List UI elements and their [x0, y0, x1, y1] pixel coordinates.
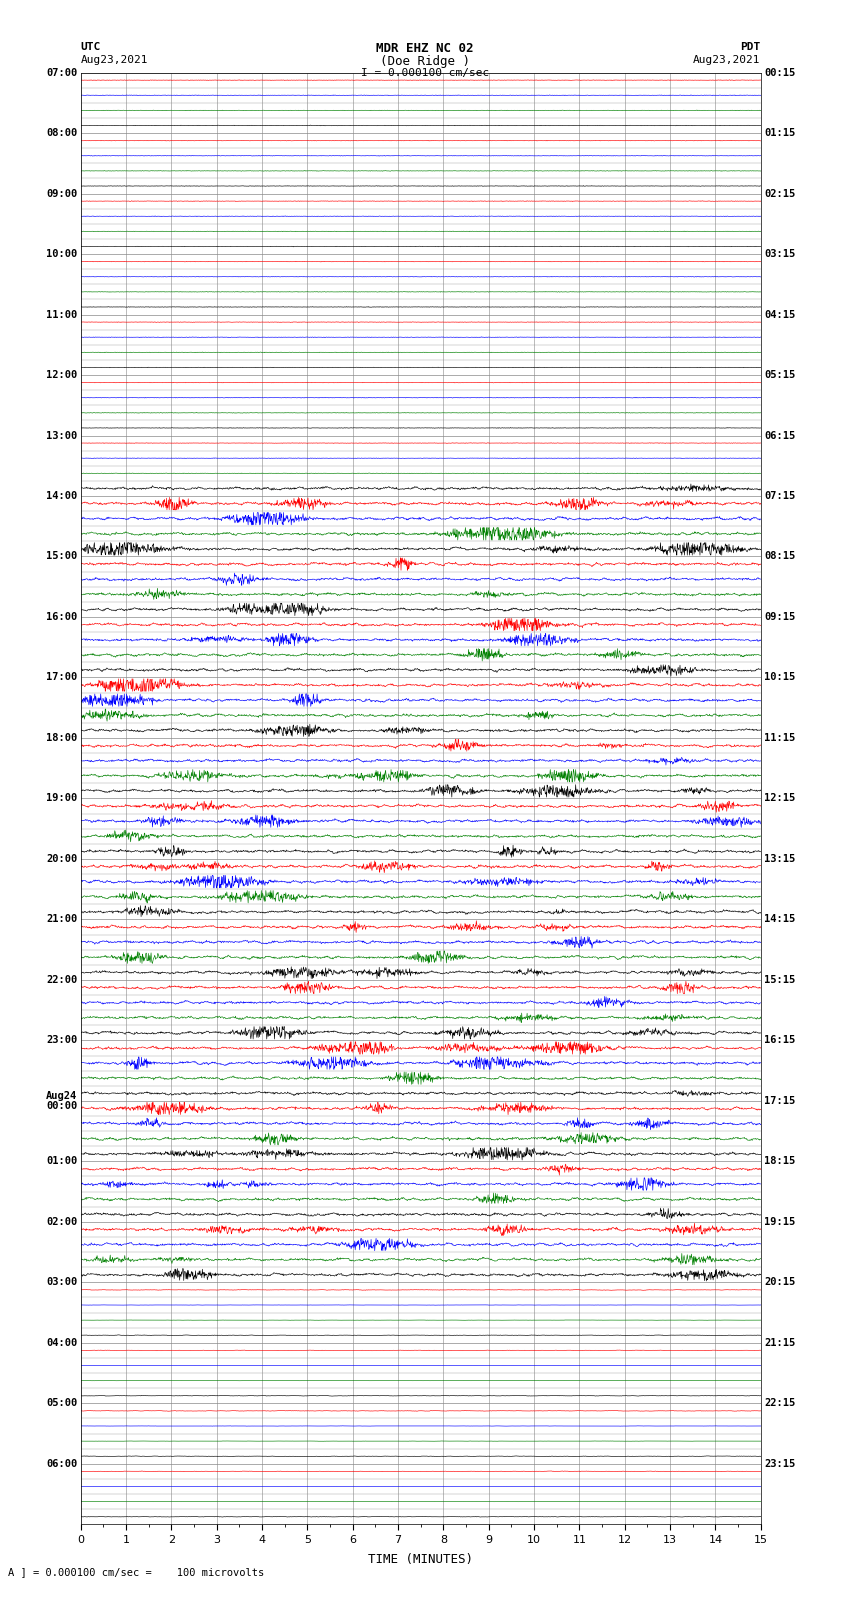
Text: 06:00: 06:00 [46, 1458, 77, 1469]
Text: 10:15: 10:15 [764, 673, 796, 682]
Text: 01:00: 01:00 [46, 1157, 77, 1166]
Text: 21:15: 21:15 [764, 1337, 796, 1348]
Text: 00:00: 00:00 [46, 1102, 77, 1111]
Text: 05:15: 05:15 [764, 369, 796, 381]
Text: A ] = 0.000100 cm/sec =    100 microvolts: A ] = 0.000100 cm/sec = 100 microvolts [8, 1568, 264, 1578]
Text: 03:15: 03:15 [764, 248, 796, 260]
Text: 15:00: 15:00 [46, 552, 77, 561]
Text: 07:15: 07:15 [764, 490, 796, 502]
Text: 11:15: 11:15 [764, 732, 796, 744]
Text: Aug23,2021: Aug23,2021 [81, 55, 148, 65]
Text: 18:00: 18:00 [46, 732, 77, 744]
Text: 13:00: 13:00 [46, 431, 77, 440]
Text: 23:15: 23:15 [764, 1458, 796, 1469]
X-axis label: TIME (MINUTES): TIME (MINUTES) [368, 1553, 473, 1566]
Text: 13:15: 13:15 [764, 853, 796, 865]
Text: 10:00: 10:00 [46, 248, 77, 260]
Text: 12:15: 12:15 [764, 794, 796, 803]
Text: 04:00: 04:00 [46, 1337, 77, 1348]
Text: 02:00: 02:00 [46, 1216, 77, 1227]
Text: 16:00: 16:00 [46, 611, 77, 623]
Text: 19:00: 19:00 [46, 794, 77, 803]
Text: 20:15: 20:15 [764, 1277, 796, 1287]
Text: 22:00: 22:00 [46, 974, 77, 986]
Text: 14:00: 14:00 [46, 490, 77, 502]
Text: 07:00: 07:00 [46, 68, 77, 77]
Text: 17:00: 17:00 [46, 673, 77, 682]
Text: 16:15: 16:15 [764, 1036, 796, 1045]
Text: 19:15: 19:15 [764, 1216, 796, 1227]
Text: I = 0.000100 cm/sec: I = 0.000100 cm/sec [361, 68, 489, 77]
Text: 09:00: 09:00 [46, 189, 77, 198]
Text: 22:15: 22:15 [764, 1398, 796, 1408]
Text: 12:00: 12:00 [46, 369, 77, 381]
Text: 00:15: 00:15 [764, 68, 796, 77]
Text: 15:15: 15:15 [764, 974, 796, 986]
Text: MDR EHZ NC 02: MDR EHZ NC 02 [377, 42, 473, 55]
Text: 11:00: 11:00 [46, 310, 77, 319]
Text: Aug24: Aug24 [46, 1090, 77, 1100]
Text: 03:00: 03:00 [46, 1277, 77, 1287]
Text: 18:15: 18:15 [764, 1157, 796, 1166]
Text: 17:15: 17:15 [764, 1095, 796, 1107]
Text: 02:15: 02:15 [764, 189, 796, 198]
Text: 20:00: 20:00 [46, 853, 77, 865]
Text: 14:15: 14:15 [764, 915, 796, 924]
Text: PDT: PDT [740, 42, 761, 52]
Text: 04:15: 04:15 [764, 310, 796, 319]
Text: 21:00: 21:00 [46, 915, 77, 924]
Text: UTC: UTC [81, 42, 101, 52]
Text: Aug23,2021: Aug23,2021 [694, 55, 761, 65]
Text: 06:15: 06:15 [764, 431, 796, 440]
Text: 08:00: 08:00 [46, 127, 77, 139]
Text: 05:00: 05:00 [46, 1398, 77, 1408]
Text: (Doe Ridge ): (Doe Ridge ) [380, 55, 470, 68]
Text: 09:15: 09:15 [764, 611, 796, 623]
Text: 23:00: 23:00 [46, 1036, 77, 1045]
Text: 01:15: 01:15 [764, 127, 796, 139]
Text: 08:15: 08:15 [764, 552, 796, 561]
